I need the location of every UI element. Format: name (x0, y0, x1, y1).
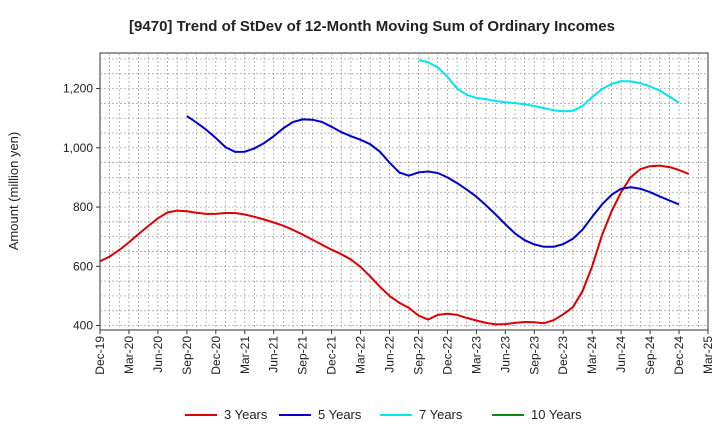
x-tick-label: Sep-21 (296, 336, 310, 375)
x-tick-label: Sep-24 (643, 336, 657, 375)
y-tick-label: 1,200 (63, 82, 93, 96)
chart-title: [9470] Trend of StDev of 12-Month Moving… (129, 18, 615, 35)
y-tick-label: 1,000 (63, 141, 93, 155)
x-tick-label: Sep-23 (527, 336, 541, 375)
x-tick-label: Mar-22 (354, 336, 368, 374)
y-axis-label: Amount (million yen) (6, 132, 21, 251)
legend-label: 7 Years (419, 407, 463, 422)
series-line (99, 164, 690, 326)
series-line (186, 115, 680, 248)
series-lines (99, 59, 690, 326)
x-tick-labels: Dec-19 Mar-20 Jun-20 Sep-20 Dec-20 Mar-21 Jun-… (93, 330, 715, 375)
x-tick-label: Jun-20 (151, 336, 165, 373)
y-tick-label: 800 (73, 200, 93, 214)
legend: 3 Years 5 Years 7 Years 10 Years (185, 407, 582, 422)
x-tick-label: Dec-24 (672, 336, 686, 375)
x-tick-label: Jun-24 (614, 336, 628, 373)
x-tick-label: Dec-19 (93, 336, 107, 375)
x-tick-label: Jun-23 (498, 336, 512, 373)
grid-lines (100, 53, 708, 330)
plot-area (99, 52, 709, 331)
x-tick-label: Dec-23 (556, 336, 570, 375)
x-tick-label: Mar-21 (238, 336, 252, 374)
x-tick-label: Dec-22 (440, 336, 454, 375)
x-tick-label: Mar-20 (122, 336, 136, 374)
legend-label: 10 Years (531, 407, 582, 422)
x-tick-label: Sep-22 (411, 336, 425, 375)
x-tick-label: Dec-21 (325, 336, 339, 375)
legend-label: 3 Years (224, 407, 268, 422)
x-tick-label: Mar-23 (469, 336, 483, 374)
x-tick-label: Sep-20 (180, 336, 194, 375)
series-line (418, 59, 680, 113)
x-tick-label: Mar-25 (701, 336, 715, 374)
y-tick-labels: 400 600 800 1,000 1,200 (63, 82, 100, 333)
x-tick-label: Jun-21 (267, 336, 281, 373)
y-tick-label: 400 (73, 319, 93, 333)
y-tick-label: 600 (73, 259, 93, 273)
legend-label: 5 Years (318, 407, 362, 422)
x-tick-label: Mar-24 (585, 336, 599, 374)
x-tick-label: Dec-20 (209, 336, 223, 375)
x-tick-label: Jun-22 (383, 336, 397, 373)
